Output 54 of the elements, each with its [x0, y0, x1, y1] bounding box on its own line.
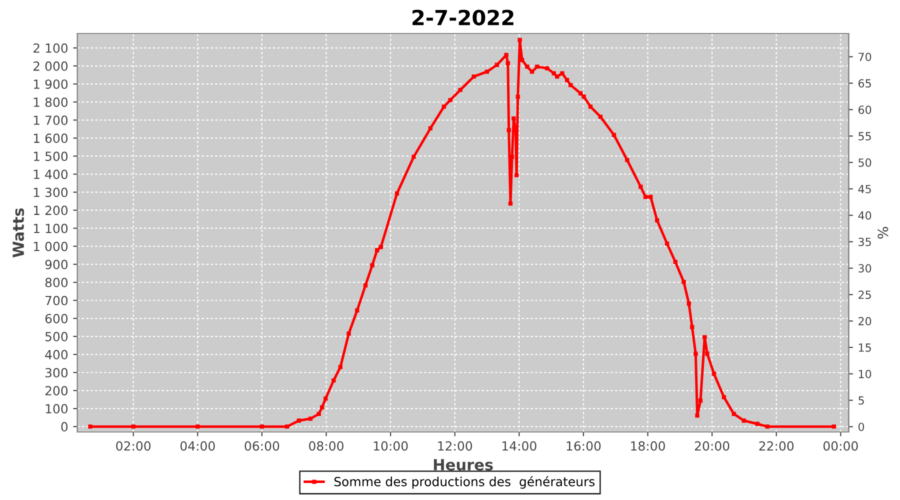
y-tick-label: 300 [45, 368, 68, 378]
y-tick-label: 0 [61, 422, 68, 432]
y2-tick-label: 55 [858, 132, 871, 140]
y-tick-label: 1 700 [34, 116, 68, 125]
y2-tick-label: 20 [858, 316, 872, 326]
y2-tick-label: 25 [858, 290, 871, 299]
y2-tick-label: 30 [858, 264, 872, 273]
y-tick-label: 1 500 [34, 152, 68, 162]
x-axis-title: Heures [434, 459, 493, 471]
x-tick-label: 20:00 [694, 441, 730, 451]
y2-tick-label: 45 [858, 185, 871, 194]
x-tick-label: 14:00 [502, 441, 536, 451]
y2-tick-label: 40 [858, 211, 872, 220]
y2-tick-label: 35 [858, 238, 871, 246]
y-tick-label: 500 [45, 332, 68, 342]
x-tick-label: 16:00 [566, 441, 601, 451]
x-tick-label: 10:00 [374, 441, 408, 451]
y-tick-label: 400 [45, 350, 68, 360]
y-tick-label: 1 000 [34, 242, 68, 252]
y-tick-label: 1 100 [34, 224, 68, 234]
y2-tick-label: 60 [858, 106, 872, 114]
y-tick-label: 900 [45, 260, 68, 270]
y2-tick-label: 10 [858, 370, 872, 378]
x-tick-label: 02:00 [116, 441, 151, 451]
x-tick-label: 04:00 [180, 441, 215, 451]
y2-axis-title: % [878, 226, 888, 239]
y-tick-label: 1 800 [34, 97, 68, 107]
y2-tick-label: 0 [858, 422, 864, 432]
y2-tick-label: 5 [858, 396, 864, 405]
y-tick-label: 600 [45, 314, 68, 324]
y2-tick-label: 50 [858, 158, 872, 167]
y-tick-label: 700 [46, 296, 68, 306]
x-tick-label: 12:00 [438, 441, 472, 451]
y2-tick-label: 65 [858, 79, 871, 88]
y2-tick-label: 15 [858, 344, 871, 352]
y2-tick-label: 70 [858, 52, 872, 62]
y-tick-label: 1 200 [34, 206, 68, 216]
chart-title: 2-7-2022 [412, 10, 514, 26]
y-tick-label: 1 300 [34, 188, 68, 198]
y-tick-label: 1 900 [34, 79, 68, 89]
y-axis-title: Watts [12, 208, 24, 258]
x-tick-label: 00:00 [823, 441, 858, 451]
y-tick-label: 100 [46, 404, 68, 414]
legend-label: Somme des productions des générateurs [334, 476, 595, 489]
x-tick-label: 06:00 [244, 441, 280, 451]
y-tick-label: 800 [45, 278, 68, 288]
x-tick-label: 22:00 [759, 441, 794, 451]
y-tick-label: 2 000 [34, 61, 68, 71]
y-tick-label: 1 400 [34, 170, 68, 180]
x-tick-label: 18:00 [631, 441, 665, 451]
y-tick-label: 1 600 [34, 134, 68, 144]
y-tick-label: 2 100 [34, 43, 68, 53]
y-tick-label: 200 [45, 386, 68, 396]
x-tick-label: 08:00 [309, 441, 344, 451]
